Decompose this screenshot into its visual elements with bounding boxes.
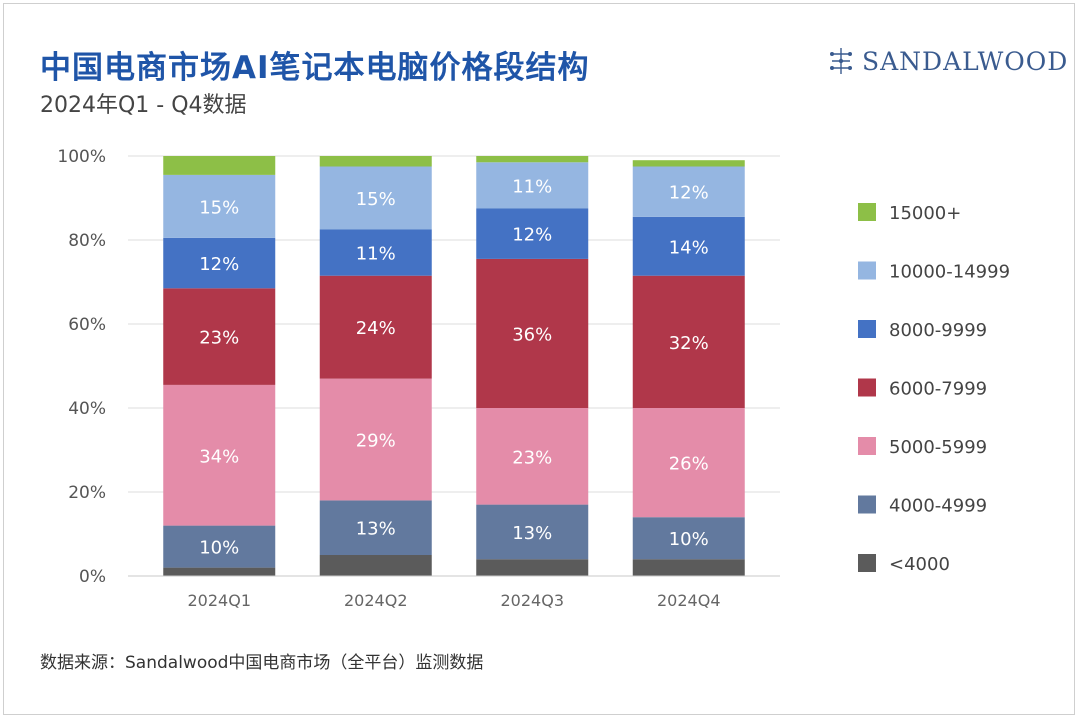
legend-swatch (858, 261, 876, 280)
bar-segment (476, 208, 589, 259)
logo-text: SANDALWOOD (862, 46, 1069, 76)
data-label: 12% (512, 225, 552, 246)
legend-swatch (858, 554, 876, 572)
data-label: 10% (669, 529, 709, 550)
bar-segment (319, 378, 432, 501)
legend-swatch (858, 203, 876, 221)
legend-label: 10000-14999 (889, 262, 1010, 283)
y-tick-label: 80% (68, 231, 106, 251)
bar-segment (632, 275, 745, 408)
data-label: 23% (199, 328, 239, 349)
legend-label: 15000+ (889, 203, 961, 224)
legend-label: 5000-5999 (889, 437, 987, 458)
data-label: 13% (356, 519, 396, 540)
bar-segment (476, 162, 589, 209)
chart-title: 中国电商市场AI笔记本电脑价格段结构 (40, 50, 590, 86)
bar-segment (632, 517, 745, 560)
legend-label: 6000-7999 (889, 379, 987, 400)
bar-segment (476, 408, 589, 505)
bar-segment (163, 384, 276, 526)
data-label: 23% (512, 447, 552, 468)
bar-segment (163, 237, 276, 289)
bar-segment (632, 216, 745, 276)
bar-segment (476, 258, 589, 408)
data-label: 14% (669, 237, 709, 258)
data-label: 36% (512, 324, 552, 345)
x-tick-label: 2024Q3 (501, 591, 565, 610)
x-tick-label: 2024Q1 (188, 591, 252, 610)
legend-swatch (858, 495, 876, 514)
legend-swatch (858, 437, 876, 455)
y-tick-label: 100% (57, 147, 106, 167)
bar-segment (319, 555, 432, 576)
bar-segment (163, 156, 276, 175)
bar-segment (163, 174, 276, 238)
legend-label: <4000 (889, 554, 950, 575)
data-source-note: 数据来源：Sandalwood中国电商市场（全平台）监测数据 (40, 653, 484, 673)
bar-segment (319, 156, 432, 167)
bar-segment (319, 166, 432, 230)
bar-segment (163, 567, 276, 576)
bar-segment (319, 229, 432, 276)
bar-segment (632, 160, 745, 167)
chart-subtitle: 2024年Q1 - Q4数据 (40, 93, 247, 118)
legend-swatch (858, 320, 876, 338)
data-label: 34% (199, 446, 239, 467)
data-label: 29% (356, 431, 396, 452)
data-label: 13% (512, 523, 552, 544)
y-tick-label: 20% (68, 483, 106, 503)
bar-segment (319, 500, 432, 555)
data-label: 26% (669, 454, 709, 475)
data-label: 10% (199, 538, 239, 559)
sandalwood-logo-icon (830, 48, 852, 74)
y-tick-label: 40% (68, 399, 106, 419)
data-label: 15% (199, 197, 239, 218)
x-tick-label: 2024Q4 (657, 591, 721, 610)
legend-label: 8000-9999 (889, 320, 987, 341)
bar-segment (163, 288, 276, 385)
bar-segment (163, 525, 276, 568)
data-label: 12% (669, 183, 709, 204)
y-tick-label: 60% (68, 315, 106, 335)
bar-segment (632, 408, 745, 518)
bar-segment (476, 559, 589, 576)
legend-swatch (858, 378, 876, 397)
data-label: 24% (356, 318, 396, 339)
bar-segment (476, 156, 589, 163)
legend-label: 4000-4999 (889, 496, 987, 517)
brand-logo: SANDALWOOD (826, 44, 1068, 78)
x-tick-label: 2024Q2 (344, 591, 408, 610)
page-frame (3, 3, 1075, 715)
data-label: 12% (199, 254, 239, 275)
data-label: 11% (512, 176, 552, 197)
data-label: 32% (669, 333, 709, 354)
bar-segment (632, 559, 745, 576)
bar-segment (632, 166, 745, 217)
bar-segment (319, 275, 432, 379)
y-tick-label: 0% (79, 567, 106, 587)
data-label: 11% (356, 244, 396, 265)
bar-segment (476, 504, 589, 560)
data-label: 15% (356, 189, 396, 210)
